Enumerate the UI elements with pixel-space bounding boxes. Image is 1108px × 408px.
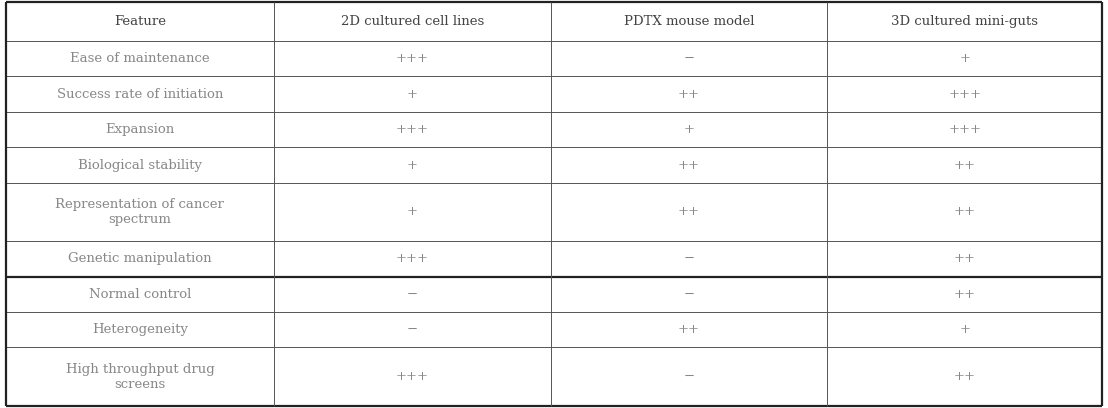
Text: ++: ++ — [678, 206, 700, 218]
Text: +++: +++ — [396, 52, 429, 65]
Text: Expansion: Expansion — [105, 123, 175, 136]
Text: −: − — [684, 52, 695, 65]
Text: ++: ++ — [678, 323, 700, 336]
Text: ++: ++ — [954, 206, 976, 218]
Text: −: − — [407, 288, 418, 301]
Text: ++: ++ — [678, 88, 700, 101]
Text: 3D cultured mini-guts: 3D cultured mini-guts — [891, 15, 1038, 28]
Text: −: − — [684, 288, 695, 301]
Text: Representation of cancer
spectrum: Representation of cancer spectrum — [55, 198, 224, 226]
Text: +++: +++ — [396, 370, 429, 383]
Text: Success rate of initiation: Success rate of initiation — [57, 88, 223, 101]
Text: +: + — [407, 88, 418, 101]
Text: +: + — [960, 52, 971, 65]
Text: −: − — [684, 253, 695, 266]
Text: Normal control: Normal control — [89, 288, 191, 301]
Text: High throughput drug
screens: High throughput drug screens — [65, 363, 214, 391]
Text: Feature: Feature — [114, 15, 166, 28]
Text: PDTX mouse model: PDTX mouse model — [624, 15, 755, 28]
Text: +: + — [407, 159, 418, 171]
Text: ++: ++ — [954, 159, 976, 171]
Text: −: − — [684, 370, 695, 383]
Text: +++: +++ — [948, 123, 982, 136]
Text: +: + — [407, 206, 418, 218]
Text: +++: +++ — [396, 253, 429, 266]
Text: 2D cultured cell lines: 2D cultured cell lines — [341, 15, 484, 28]
Text: +: + — [684, 123, 695, 136]
Text: ++: ++ — [954, 253, 976, 266]
Text: ++: ++ — [954, 288, 976, 301]
Text: Biological stability: Biological stability — [78, 159, 202, 171]
Text: ++: ++ — [954, 370, 976, 383]
Text: +++: +++ — [948, 88, 982, 101]
Text: +++: +++ — [396, 123, 429, 136]
Text: +: + — [960, 323, 971, 336]
Text: ++: ++ — [678, 159, 700, 171]
Text: Heterogeneity: Heterogeneity — [92, 323, 188, 336]
Text: Genetic manipulation: Genetic manipulation — [68, 253, 212, 266]
Text: Ease of maintenance: Ease of maintenance — [70, 52, 209, 65]
Text: −: − — [407, 323, 418, 336]
